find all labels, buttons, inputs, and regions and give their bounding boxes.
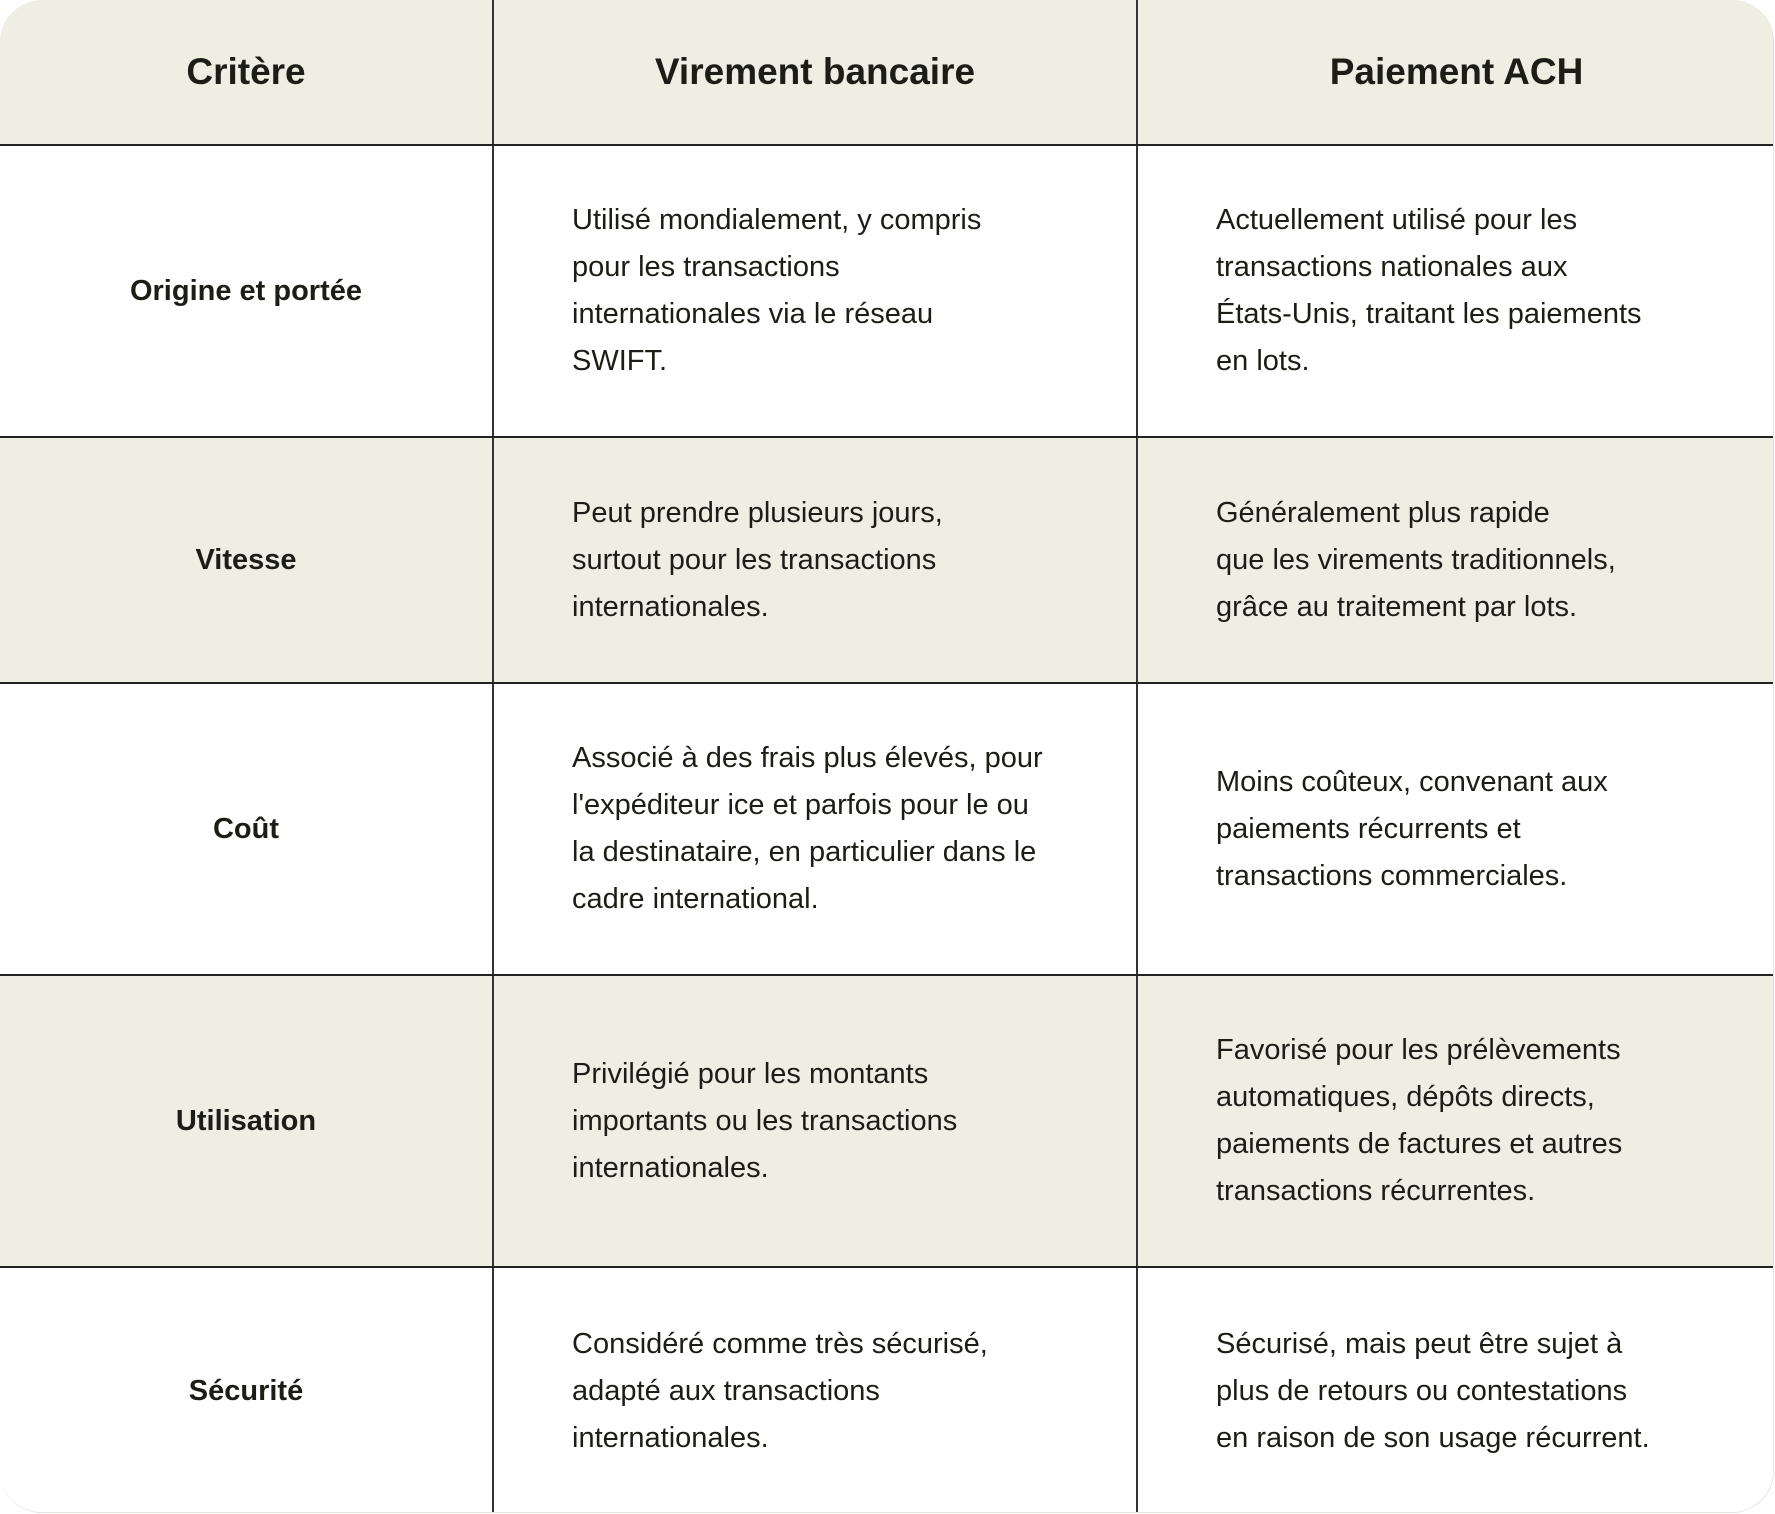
text-line: États-Unis, traitant les paiements — [1216, 298, 1642, 330]
cell-text: Considéré comme très sécurisé, adapté aux… — [572, 1321, 988, 1462]
wire-transfer-cell: Considéré comme très sécurisé, adapté aux… — [494, 1268, 1138, 1512]
text-line: en lots. — [1216, 345, 1310, 377]
criterion-cell: Coût — [0, 684, 494, 974]
text-line: cadre international. — [572, 883, 819, 915]
cell-text: Privilégié pour les montants importants o… — [572, 1051, 957, 1192]
criterion-cell: Utilisation — [0, 976, 494, 1266]
text-line: adapté aux transactions — [572, 1374, 880, 1407]
text-line: Associé à des frais plus élevés, pour — [572, 742, 1043, 774]
text-line: paiements récurrents et — [1216, 812, 1521, 845]
text-line: grâce au traitement par lots. — [1216, 590, 1578, 623]
cell-text: Peut prendre plusieurs jours, surtout pou… — [572, 490, 943, 631]
criterion-cell: Vitesse — [0, 438, 494, 682]
criterion-cell: Origine et portée — [0, 146, 494, 436]
header-criterion: Critère — [0, 0, 494, 144]
text-line: Favorisé pour les prélèvements — [1216, 1034, 1621, 1066]
text-line: Utilisé mondialement, y compris — [572, 204, 982, 236]
text-line: Généralement plus rapide — [1216, 496, 1550, 529]
text-line: que les virements traditionnels, — [1216, 543, 1616, 576]
text-line: SWIFT. — [572, 345, 668, 377]
header-wire-transfer: Virement bancaire — [494, 0, 1138, 144]
text-line: internationales. — [572, 1421, 769, 1454]
text-line: Privilégié pour les montants — [572, 1057, 929, 1090]
text-line: Actuellement utilisé pour les — [1216, 204, 1578, 236]
cell-text: Généralement plus rapide que les virement… — [1216, 490, 1616, 631]
table-row: Coût Associé à des frais plus élevés, pou… — [0, 684, 1773, 976]
table-row: Sécurité Considéré comme très sécurisé, ad… — [0, 1268, 1773, 1512]
wire-transfer-cell: Utilisé mondialement, y compris pour les … — [494, 146, 1138, 436]
cell-text: Moins coûteux, convenant aux paiements ré… — [1216, 759, 1608, 900]
text-line: paiements de factures et autres — [1216, 1128, 1623, 1160]
cell-text: Actuellement utilisé pour les transaction… — [1216, 197, 1642, 385]
wire-transfer-cell: Peut prendre plusieurs jours, surtout pou… — [494, 438, 1138, 682]
text-line: Considéré comme très sécurisé, — [572, 1327, 988, 1360]
text-line: transactions nationales aux — [1216, 251, 1568, 283]
text-line: surtout pour les transactions — [572, 543, 937, 576]
ach-payment-cell: Généralement plus rapide que les virement… — [1138, 438, 1773, 682]
text-line: importants ou les transactions — [572, 1104, 958, 1137]
cell-text: Favorisé pour les prélèvements automatiqu… — [1216, 1027, 1622, 1215]
text-line: transactions récurrentes. — [1216, 1175, 1536, 1207]
text-line: Sécurisé, mais peut être sujet à — [1216, 1327, 1623, 1360]
text-line: internationales via le réseau — [572, 298, 934, 330]
header-row: Critère Virement bancaire Paiement ACH — [0, 0, 1773, 146]
text-line: automatiques, dépôts directs, — [1216, 1081, 1595, 1113]
text-line: pour les transactions — [572, 251, 840, 283]
criterion-cell: Sécurité — [0, 1268, 494, 1512]
table-row: Origine et portée Utilisé mondialement, y… — [0, 146, 1773, 438]
text-line: la destinataire, en particulier dans le — [572, 836, 1037, 868]
table-row: Utilisation Privilégié pour les montants i… — [0, 976, 1773, 1268]
text-line: plus de retours ou contestations — [1216, 1374, 1628, 1407]
text-line: l'expéditeur ice et parfois pour le ou — [572, 789, 1029, 821]
text-line: Peut prendre plusieurs jours, — [572, 496, 943, 529]
wire-transfer-cell: Associé à des frais plus élevés, pour l'e… — [494, 684, 1138, 974]
text-line: transactions commerciales. — [1216, 859, 1568, 892]
ach-payment-cell: Favorisé pour les prélèvements automatiqu… — [1138, 976, 1773, 1266]
wire-transfer-cell: Privilégié pour les montants importants o… — [494, 976, 1138, 1266]
text-line: internationales. — [572, 1151, 769, 1184]
cell-text: Sécurisé, mais peut être sujet à plus de … — [1216, 1321, 1650, 1462]
ach-payment-cell: Actuellement utilisé pour les transaction… — [1138, 146, 1773, 436]
ach-payment-cell: Sécurisé, mais peut être sujet à plus de … — [1138, 1268, 1773, 1512]
text-line: en raison de son usage récurrent. — [1216, 1421, 1650, 1454]
text-line: internationales. — [572, 590, 769, 623]
cell-text: Utilisé mondialement, y compris pour les … — [572, 197, 981, 385]
cell-text: Associé à des frais plus élevés, pour l'e… — [572, 735, 1043, 923]
table-row: Vitesse Peut prendre plusieurs jours, surt… — [0, 438, 1773, 684]
header-ach-payment: Paiement ACH — [1329, 51, 1584, 92]
ach-payment-cell: Moins coûteux, convenant aux paiements ré… — [1138, 684, 1773, 974]
text-line: Moins coûteux, convenant aux — [1216, 765, 1608, 798]
